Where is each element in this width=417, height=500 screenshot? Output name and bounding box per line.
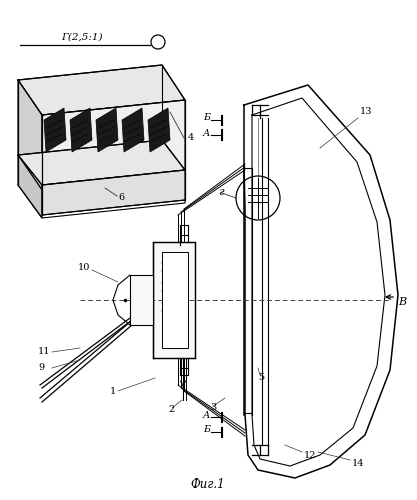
Text: 12: 12: [304, 450, 317, 460]
Text: 2: 2: [168, 406, 174, 414]
Polygon shape: [42, 170, 185, 215]
Polygon shape: [96, 108, 118, 152]
Polygon shape: [18, 140, 185, 185]
Text: Б: Б: [203, 426, 210, 434]
Text: Б: Б: [203, 114, 210, 122]
Polygon shape: [44, 108, 66, 152]
Text: г: г: [218, 187, 224, 197]
Polygon shape: [42, 100, 185, 185]
Text: 1: 1: [110, 388, 116, 396]
Polygon shape: [130, 275, 153, 325]
Text: 10: 10: [78, 264, 90, 272]
Polygon shape: [18, 80, 42, 190]
Text: Фиг.1: Фиг.1: [191, 478, 225, 492]
Polygon shape: [122, 108, 144, 152]
Polygon shape: [18, 65, 185, 115]
Text: Г(2,5:1): Г(2,5:1): [61, 32, 103, 42]
Text: 14: 14: [352, 458, 364, 468]
Text: А: А: [203, 128, 210, 138]
Text: 11: 11: [38, 348, 50, 356]
Polygon shape: [148, 108, 170, 152]
Text: В: В: [398, 297, 406, 307]
Text: 9: 9: [38, 364, 44, 372]
Polygon shape: [18, 155, 42, 218]
Text: 3: 3: [210, 404, 216, 412]
Polygon shape: [70, 108, 92, 152]
Text: 13: 13: [360, 108, 372, 116]
Text: 6: 6: [118, 194, 124, 202]
Polygon shape: [162, 252, 188, 348]
Text: 4: 4: [188, 132, 194, 141]
Text: А: А: [203, 410, 210, 420]
Polygon shape: [153, 242, 195, 358]
Text: 5: 5: [258, 374, 264, 382]
